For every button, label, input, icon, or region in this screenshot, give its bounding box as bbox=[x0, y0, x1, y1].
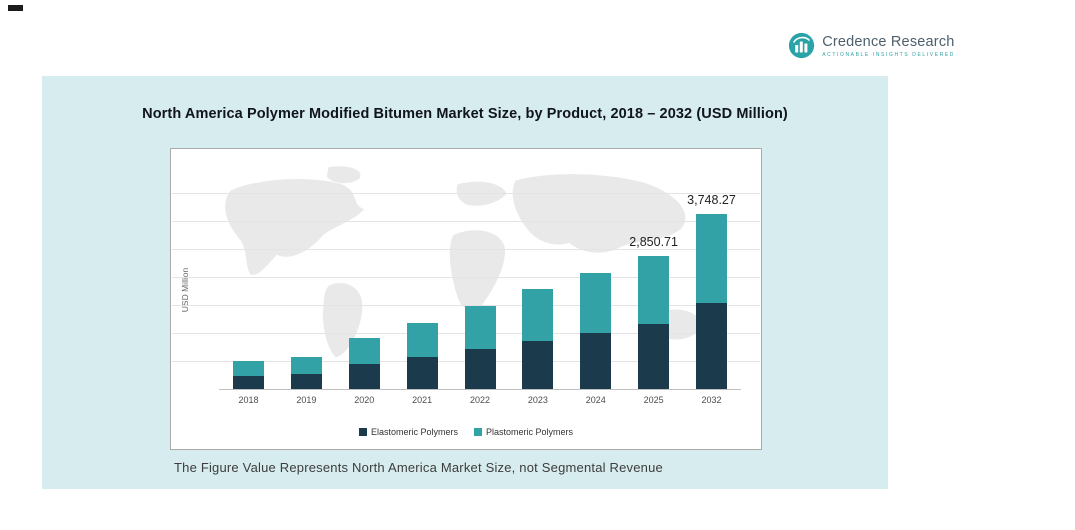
bar-segment-plastomeric-polymers bbox=[348, 337, 380, 365]
bar-segment-plastomeric-polymers bbox=[638, 255, 670, 325]
bar-column-2018 bbox=[233, 360, 264, 389]
credence-research-logo: Credence Research Actionable Insights De… bbox=[788, 32, 955, 64]
bar-segment-plastomeric-polymers bbox=[464, 305, 496, 350]
logo-tagline: Actionable Insights Delivered bbox=[822, 52, 955, 58]
bar-segment-plastomeric-polymers bbox=[233, 360, 264, 376]
x-axis-label: 2019 bbox=[296, 395, 317, 405]
gridline bbox=[172, 277, 760, 278]
bar-stack bbox=[233, 360, 264, 389]
bar-segment-elastomeric-polymers bbox=[348, 364, 380, 389]
bar-segment-elastomeric-polymers bbox=[638, 324, 670, 389]
bar-stack bbox=[696, 214, 727, 389]
legend-swatch bbox=[474, 428, 482, 436]
x-axis-label: 2021 bbox=[412, 395, 433, 405]
bar-segment-elastomeric-polymers bbox=[406, 357, 438, 389]
x-axis-label: 2023 bbox=[527, 395, 548, 405]
legend-item: Plastomeric Polymers bbox=[474, 427, 573, 437]
bar-stack bbox=[290, 357, 322, 389]
legend-label: Elastomeric Polymers bbox=[370, 427, 458, 437]
bar-column-2024 bbox=[580, 272, 612, 389]
chart-plot-box: USD Million 2,850.71 3,748.27 2018 2019 202… bbox=[170, 148, 762, 450]
bar-stack bbox=[464, 305, 496, 389]
x-axis-label: 2025 bbox=[643, 395, 664, 405]
legend-label: Plastomeric Polymers bbox=[486, 427, 574, 437]
bar-segment-elastomeric-polymers bbox=[522, 340, 554, 389]
chart-footnote: The Figure Value Represents North Americ… bbox=[174, 460, 663, 475]
bar-column-2023 bbox=[522, 288, 554, 389]
bar-column-2019 bbox=[290, 357, 322, 389]
logo-name: Credence Research bbox=[822, 34, 955, 50]
x-axis-label: 2032 bbox=[701, 395, 722, 405]
bar-segment-elastomeric-polymers bbox=[233, 375, 264, 389]
legend-swatch bbox=[358, 428, 367, 436]
bar-stack bbox=[522, 288, 554, 389]
x-axis-labels: 2018 2019 2020 2021 2022 2023 2024 2025 2032 bbox=[219, 395, 741, 405]
gridline bbox=[172, 221, 760, 222]
bar-stack bbox=[580, 272, 612, 389]
slide-corner-mark bbox=[8, 5, 23, 11]
bar-stack bbox=[638, 255, 670, 389]
bar-segment-elastomeric-polymers bbox=[464, 349, 496, 389]
bar-segment-plastomeric-polymers bbox=[522, 288, 554, 341]
gridline bbox=[172, 249, 760, 250]
bar-column-2022 bbox=[464, 305, 496, 389]
chart-title: North America Polymer Modified Bitumen M… bbox=[142, 106, 788, 122]
bar-segment-elastomeric-polymers bbox=[696, 302, 727, 389]
gridline bbox=[172, 305, 760, 306]
bar-segment-plastomeric-polymers bbox=[290, 357, 322, 375]
bar-segment-plastomeric-polymers bbox=[696, 214, 727, 303]
bar-segment-plastomeric-polymers bbox=[580, 272, 612, 333]
bar-chart-logo-icon bbox=[788, 32, 815, 64]
bars-row: 2,850.71 3,748.27 bbox=[219, 193, 741, 390]
bar-stack bbox=[406, 322, 438, 389]
bar-segment-elastomeric-polymers bbox=[580, 332, 612, 389]
x-axis-label: 2024 bbox=[585, 395, 606, 405]
bar-column-2032: 3,748.27 bbox=[687, 193, 736, 389]
x-axis-label: 2018 bbox=[238, 395, 259, 405]
bar-total-label: 2,850.71 bbox=[629, 235, 678, 249]
chart-panel: North America Polymer Modified Bitumen M… bbox=[42, 76, 888, 489]
logo-text: Credence Research Actionable Insights De… bbox=[822, 34, 955, 58]
legend-item: Elastomeric Polymers bbox=[358, 427, 458, 437]
bar-column-2025: 2,850.71 bbox=[629, 235, 678, 389]
legend: Elastomeric Polymers Plastomeric Polymers bbox=[171, 427, 761, 437]
x-axis-label: 2022 bbox=[469, 395, 491, 405]
bar-total-label: 3,748.27 bbox=[687, 193, 736, 208]
bar-segment-plastomeric-polymers bbox=[406, 322, 438, 358]
bar-column-2020 bbox=[348, 337, 380, 389]
x-axis-label: 2020 bbox=[354, 395, 375, 405]
bar-segment-elastomeric-polymers bbox=[290, 374, 322, 389]
bar-stack bbox=[348, 337, 380, 389]
bar-column-2021 bbox=[406, 322, 438, 389]
gridline bbox=[172, 193, 760, 194]
